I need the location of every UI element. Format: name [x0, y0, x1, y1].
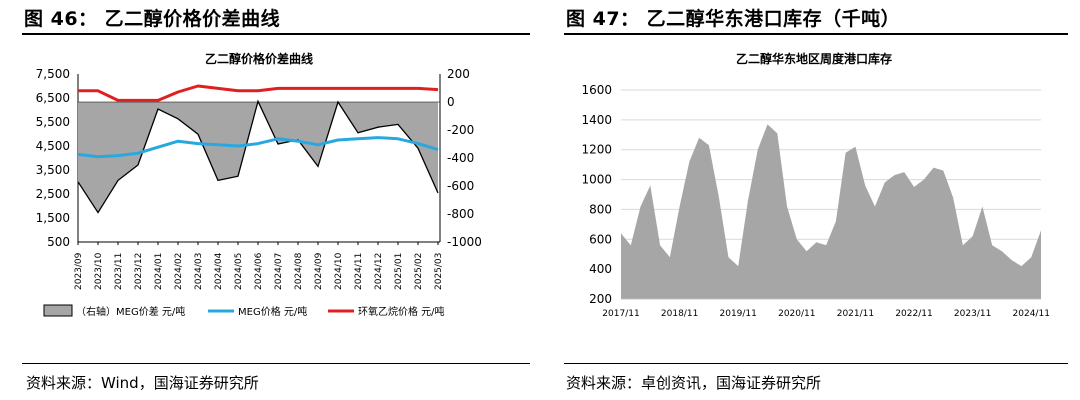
legend-swatch-spread [43, 304, 73, 317]
y-left-tick-label: 5,500 [36, 115, 70, 129]
chart-title: 乙二醇华东地区周度港口库存 [736, 51, 892, 66]
y-left-tick-label: 7,500 [36, 67, 70, 81]
x-tick-label: 2024/10 [334, 252, 344, 290]
y-tick-label: 1000 [581, 173, 612, 187]
x-tick-label: 2023/12 [134, 253, 144, 290]
y-left-tick-label: 3,500 [36, 163, 70, 177]
y-left-tick-label: 500 [47, 235, 70, 249]
x-tick-label: 2025/03 [434, 253, 444, 290]
x-tick-label: 2022/11 [895, 309, 932, 319]
x-tick-label: 2023/11 [114, 253, 124, 290]
x-tick-label: 2024/04 [214, 252, 224, 290]
source-note: 资料来源：Wind，国海证券研究所 [26, 374, 259, 392]
y-tick-label: 1600 [581, 83, 612, 97]
y-tick-label: 200 [589, 292, 612, 306]
y-right-tick-label: 0 [447, 95, 455, 109]
y-left-tick-label: 4,500 [36, 139, 70, 153]
y-left-tick-label: 1,500 [36, 211, 70, 225]
x-tick-label: 2024/03 [194, 253, 204, 290]
x-tick-label: 2025/02 [414, 253, 424, 290]
y-right-tick-label: -1000 [447, 235, 482, 249]
x-tick-label: 2017/11 [602, 309, 639, 319]
x-tick-label: 2023/09 [74, 252, 84, 290]
top-rule [564, 33, 1068, 35]
bottom-rule [564, 363, 1068, 364]
figure-47-title: 图 47： 乙二醇华东港口库存（千吨） [566, 8, 901, 30]
legend-label-spread: （右轴）MEG价差 元/吨 [76, 305, 185, 318]
source-note: 资料来源：卓创资讯，国海证券研究所 [566, 374, 822, 392]
x-tick-label: 2019/11 [720, 309, 757, 319]
y-tick-label: 1200 [581, 143, 612, 157]
y-right-tick-label: -200 [447, 123, 474, 137]
y-right-tick-label: -600 [447, 179, 474, 193]
x-tick-label: 2024/12 [374, 253, 384, 290]
x-tick-label: 2024/11 [1013, 309, 1050, 319]
y-right-tick-label: -800 [447, 207, 474, 221]
y-tick-label: 800 [589, 202, 612, 216]
x-tick-label: 2024/06 [254, 252, 264, 290]
x-tick-label: 2024/05 [234, 253, 244, 290]
bottom-rule [22, 363, 530, 364]
inventory-area [621, 124, 1041, 299]
x-tick-label: 2024/11 [354, 253, 364, 290]
x-tick-label: 2024/01 [154, 253, 164, 290]
meg-spread-area [78, 101, 438, 213]
meg-spread-chart: 乙二醇价格价差曲线 7,500 6,500 5,500 4,500 3,500 2,500 1… [36, 51, 482, 318]
y-left-tick-label: 6,500 [36, 91, 70, 105]
legend-label-eo: 环氧乙烷价格 元/吨 [358, 305, 445, 318]
y-tick-label: 400 [589, 262, 612, 276]
eo-price-line [78, 84, 439, 102]
x-tick-label: 2023/11 [954, 309, 991, 319]
y-left-tick-label: 2,500 [36, 187, 70, 201]
x-tick-label: 2024/08 [294, 252, 304, 290]
top-rule [22, 33, 530, 35]
x-tick-label: 2025/01 [394, 253, 404, 290]
x-tick-label: 2024/09 [314, 252, 324, 290]
x-tick-label: 2018/11 [661, 309, 698, 319]
y-right-tick-label: 200 [447, 67, 470, 81]
y-tick-label: 600 [589, 232, 612, 246]
x-tick-label: 2021/11 [837, 309, 874, 319]
y-right-tick-label: -400 [447, 151, 474, 165]
x-tick-label: 2024/07 [274, 253, 284, 290]
figure-46-title: 图 46： 乙二醇价格价差曲线 [24, 8, 281, 30]
legend-label-meg: MEG价格 元/吨 [238, 305, 307, 318]
y-tick-label: 1400 [581, 113, 612, 127]
left-figure-panel: 图 46： 乙二醇价格价差曲线 乙二醇价格价差曲线 7,500 6,500 5,500… [0, 0, 530, 400]
right-figure-panel: 图 47： 乙二醇华东港口库存（千吨） 乙二醇华东地区周度港口库存 1600 140… [550, 0, 1080, 400]
port-inventory-chart: 乙二醇华东地区周度港口库存 1600 1400 1200 1000 800 600 400 20… [581, 51, 1050, 319]
x-tick-label: 2020/11 [778, 309, 815, 319]
x-tick-label: 2023/10 [94, 252, 104, 290]
chart-title: 乙二醇价格价差曲线 [205, 51, 313, 66]
x-tick-label: 2024/02 [174, 253, 184, 290]
